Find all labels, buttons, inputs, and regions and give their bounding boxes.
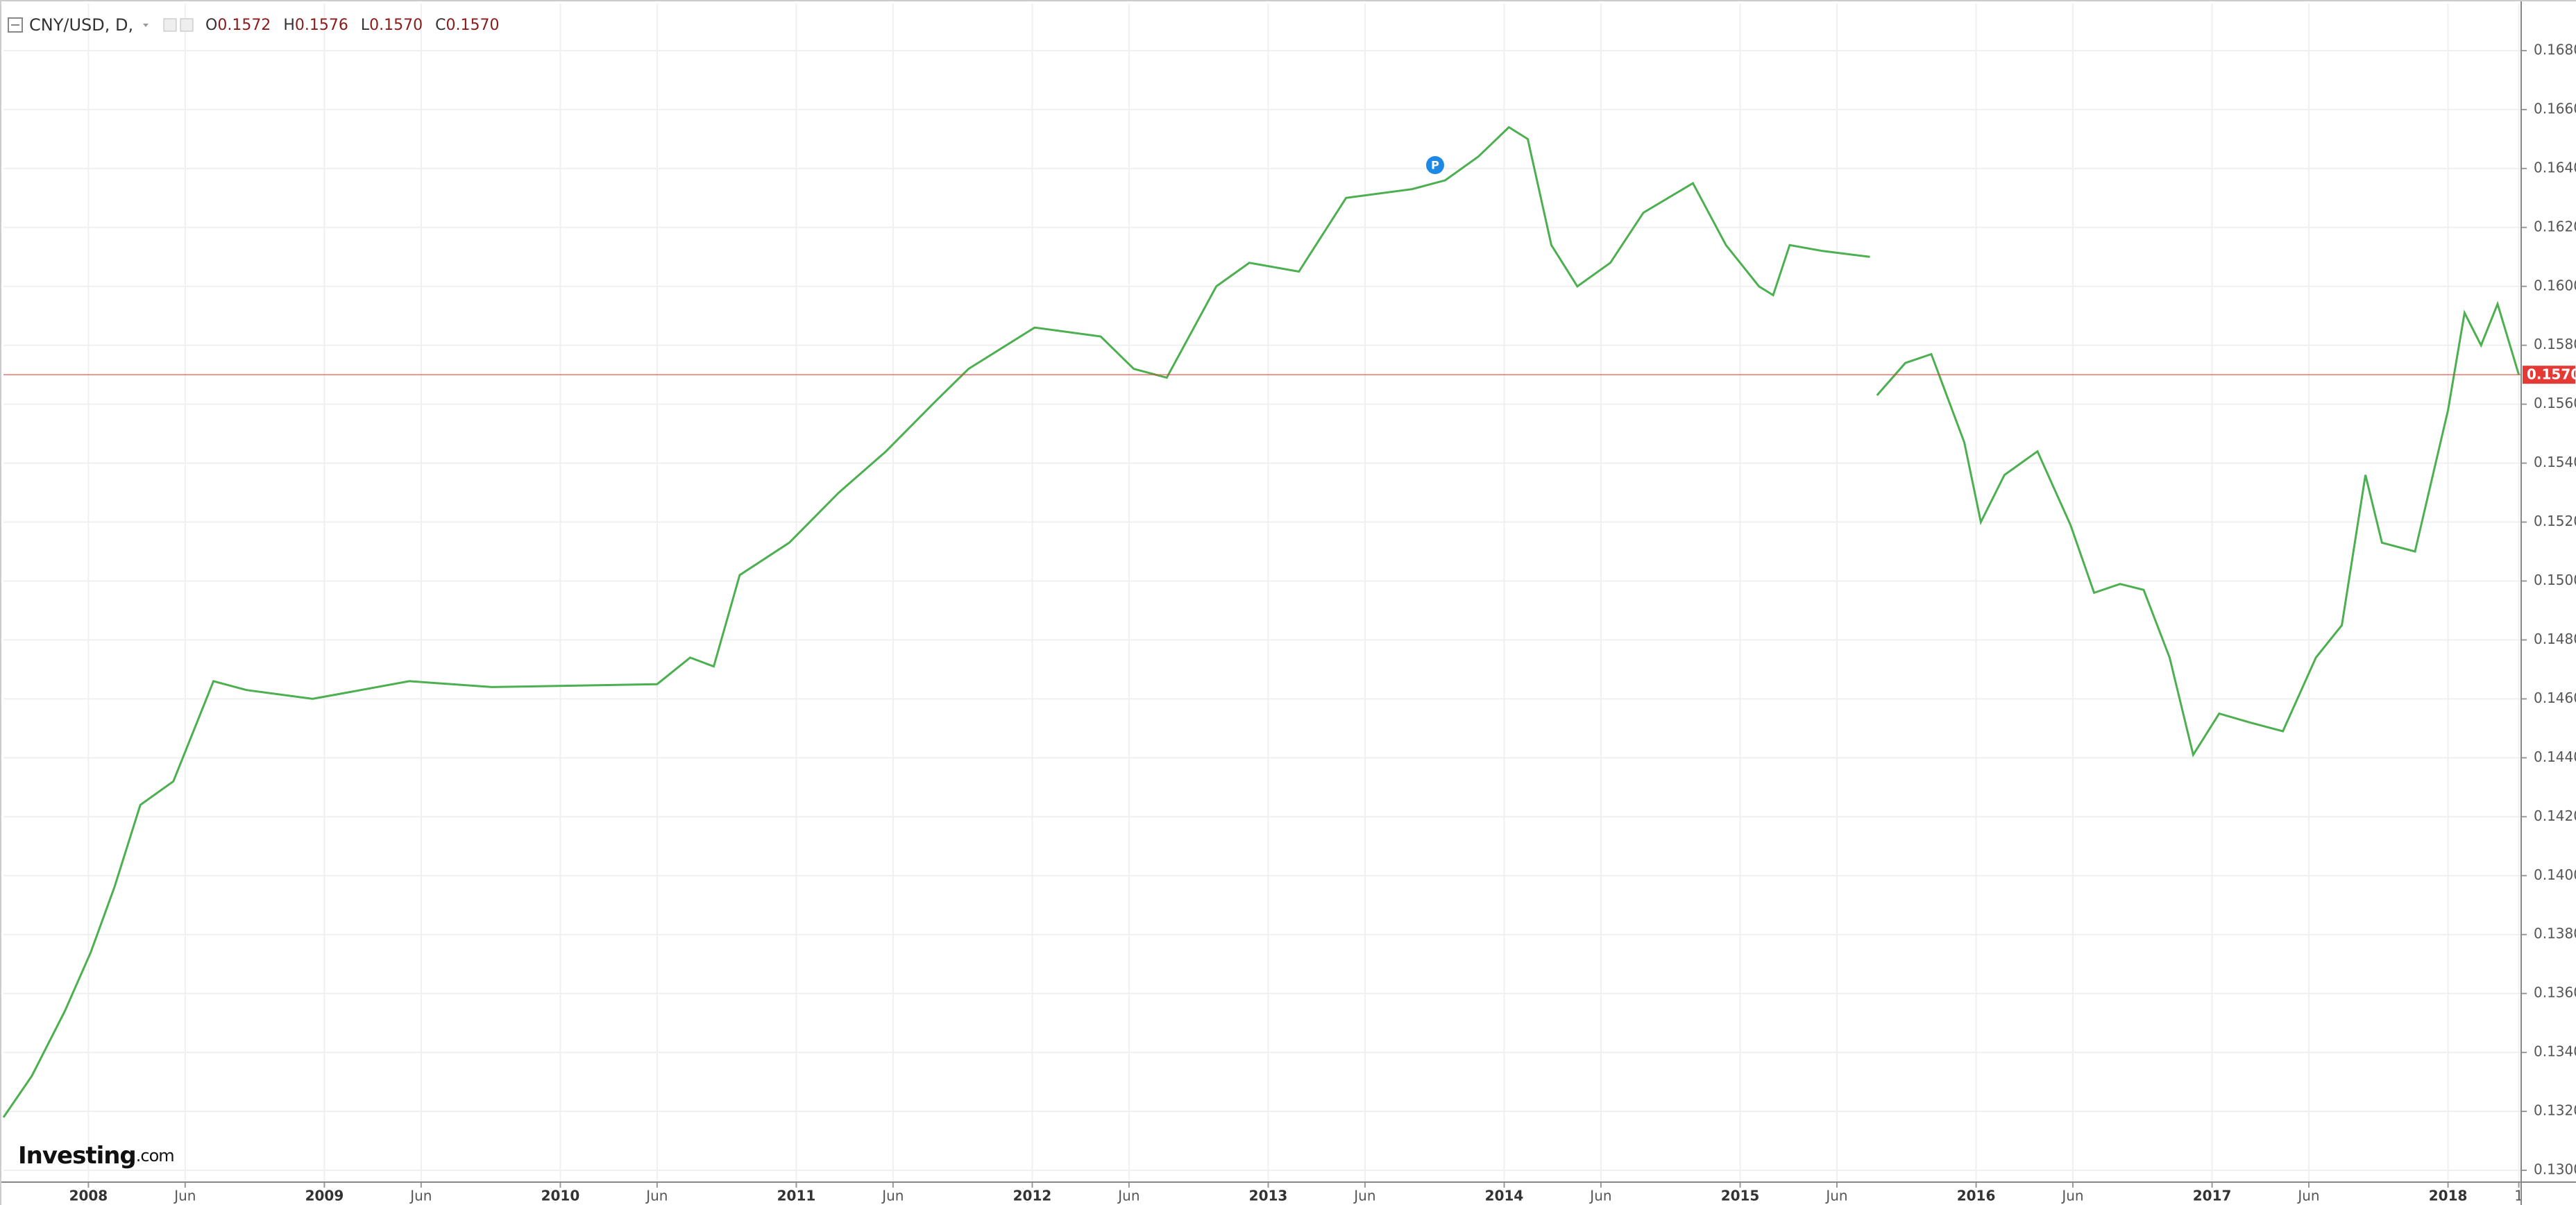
settings-icon[interactable] bbox=[163, 18, 177, 32]
marks: P bbox=[2, 126, 2521, 1118]
ohlc-value: 0.1570 bbox=[369, 17, 423, 34]
x-tick-label: 2015 bbox=[1721, 1188, 1760, 1204]
watermark-domain: .com bbox=[136, 1146, 174, 1165]
x-tick-label: 2009 bbox=[305, 1188, 344, 1204]
dropdown-icon[interactable] bbox=[143, 24, 149, 27]
x-tick-label: 2014 bbox=[1485, 1188, 1524, 1204]
x-tick-label: 2016 bbox=[1957, 1188, 1996, 1204]
ohlc-key: H bbox=[283, 17, 295, 34]
x-tick-label: Jun bbox=[881, 1188, 904, 1204]
y-tick-label: 0.1680 bbox=[2534, 41, 2576, 58]
x-tick-label: Jun bbox=[173, 1188, 196, 1204]
ohlc-key: C bbox=[435, 17, 446, 34]
x-tick-label: 2012 bbox=[1013, 1188, 1052, 1204]
last-price-label: 0.1570 bbox=[2527, 366, 2576, 383]
annotation-marker bbox=[1426, 156, 1444, 174]
x-tick-label: 2017 bbox=[2193, 1188, 2232, 1204]
ohlc: O0.1572 H0.1576 L0.1570 C0.1570 bbox=[205, 17, 499, 34]
annotation-label: P bbox=[1431, 159, 1439, 172]
x-tick-label: 2018 bbox=[2429, 1188, 2468, 1204]
ohlc-key: L bbox=[361, 17, 370, 34]
x-tick-label: Jun bbox=[1117, 1188, 1139, 1204]
collapse-icon[interactable] bbox=[8, 17, 23, 33]
x-tick-label: 2010 bbox=[541, 1188, 580, 1204]
x-tick-label: 2013 bbox=[1249, 1188, 1288, 1204]
price-line bbox=[2, 126, 1870, 1118]
x-tick-label: Jun bbox=[1824, 1188, 1847, 1204]
symbol: CNY/USD, D, bbox=[29, 15, 133, 35]
x-tick-label: Jun bbox=[1588, 1188, 1611, 1204]
ohlc-key: O bbox=[205, 17, 217, 34]
ohlc-value: 0.1570 bbox=[446, 17, 499, 34]
x-tick-label: 2008 bbox=[69, 1188, 108, 1204]
x-tick-label: Jun bbox=[1353, 1188, 1375, 1204]
grid bbox=[3, 3, 2521, 1182]
settings-icon[interactable] bbox=[180, 18, 194, 32]
price-line bbox=[1876, 300, 2520, 758]
x-tick-label: 2011 bbox=[777, 1188, 816, 1204]
x-tick-label: Jun bbox=[2296, 1188, 2319, 1204]
ohlc-value: 0.1572 bbox=[217, 17, 271, 34]
x-tick-label: Jun bbox=[645, 1188, 668, 1204]
ohlc-value: 0.1576 bbox=[295, 17, 348, 34]
x-tick-label: Jun bbox=[409, 1188, 432, 1204]
last-price-tag bbox=[2523, 366, 2575, 384]
watermark-brand: Investing bbox=[18, 1142, 136, 1170]
x-tick-label: 1 bbox=[2514, 1188, 2523, 1204]
watermark: Investing.com bbox=[18, 1142, 174, 1170]
x-tick-label: Jun bbox=[2060, 1188, 2083, 1204]
